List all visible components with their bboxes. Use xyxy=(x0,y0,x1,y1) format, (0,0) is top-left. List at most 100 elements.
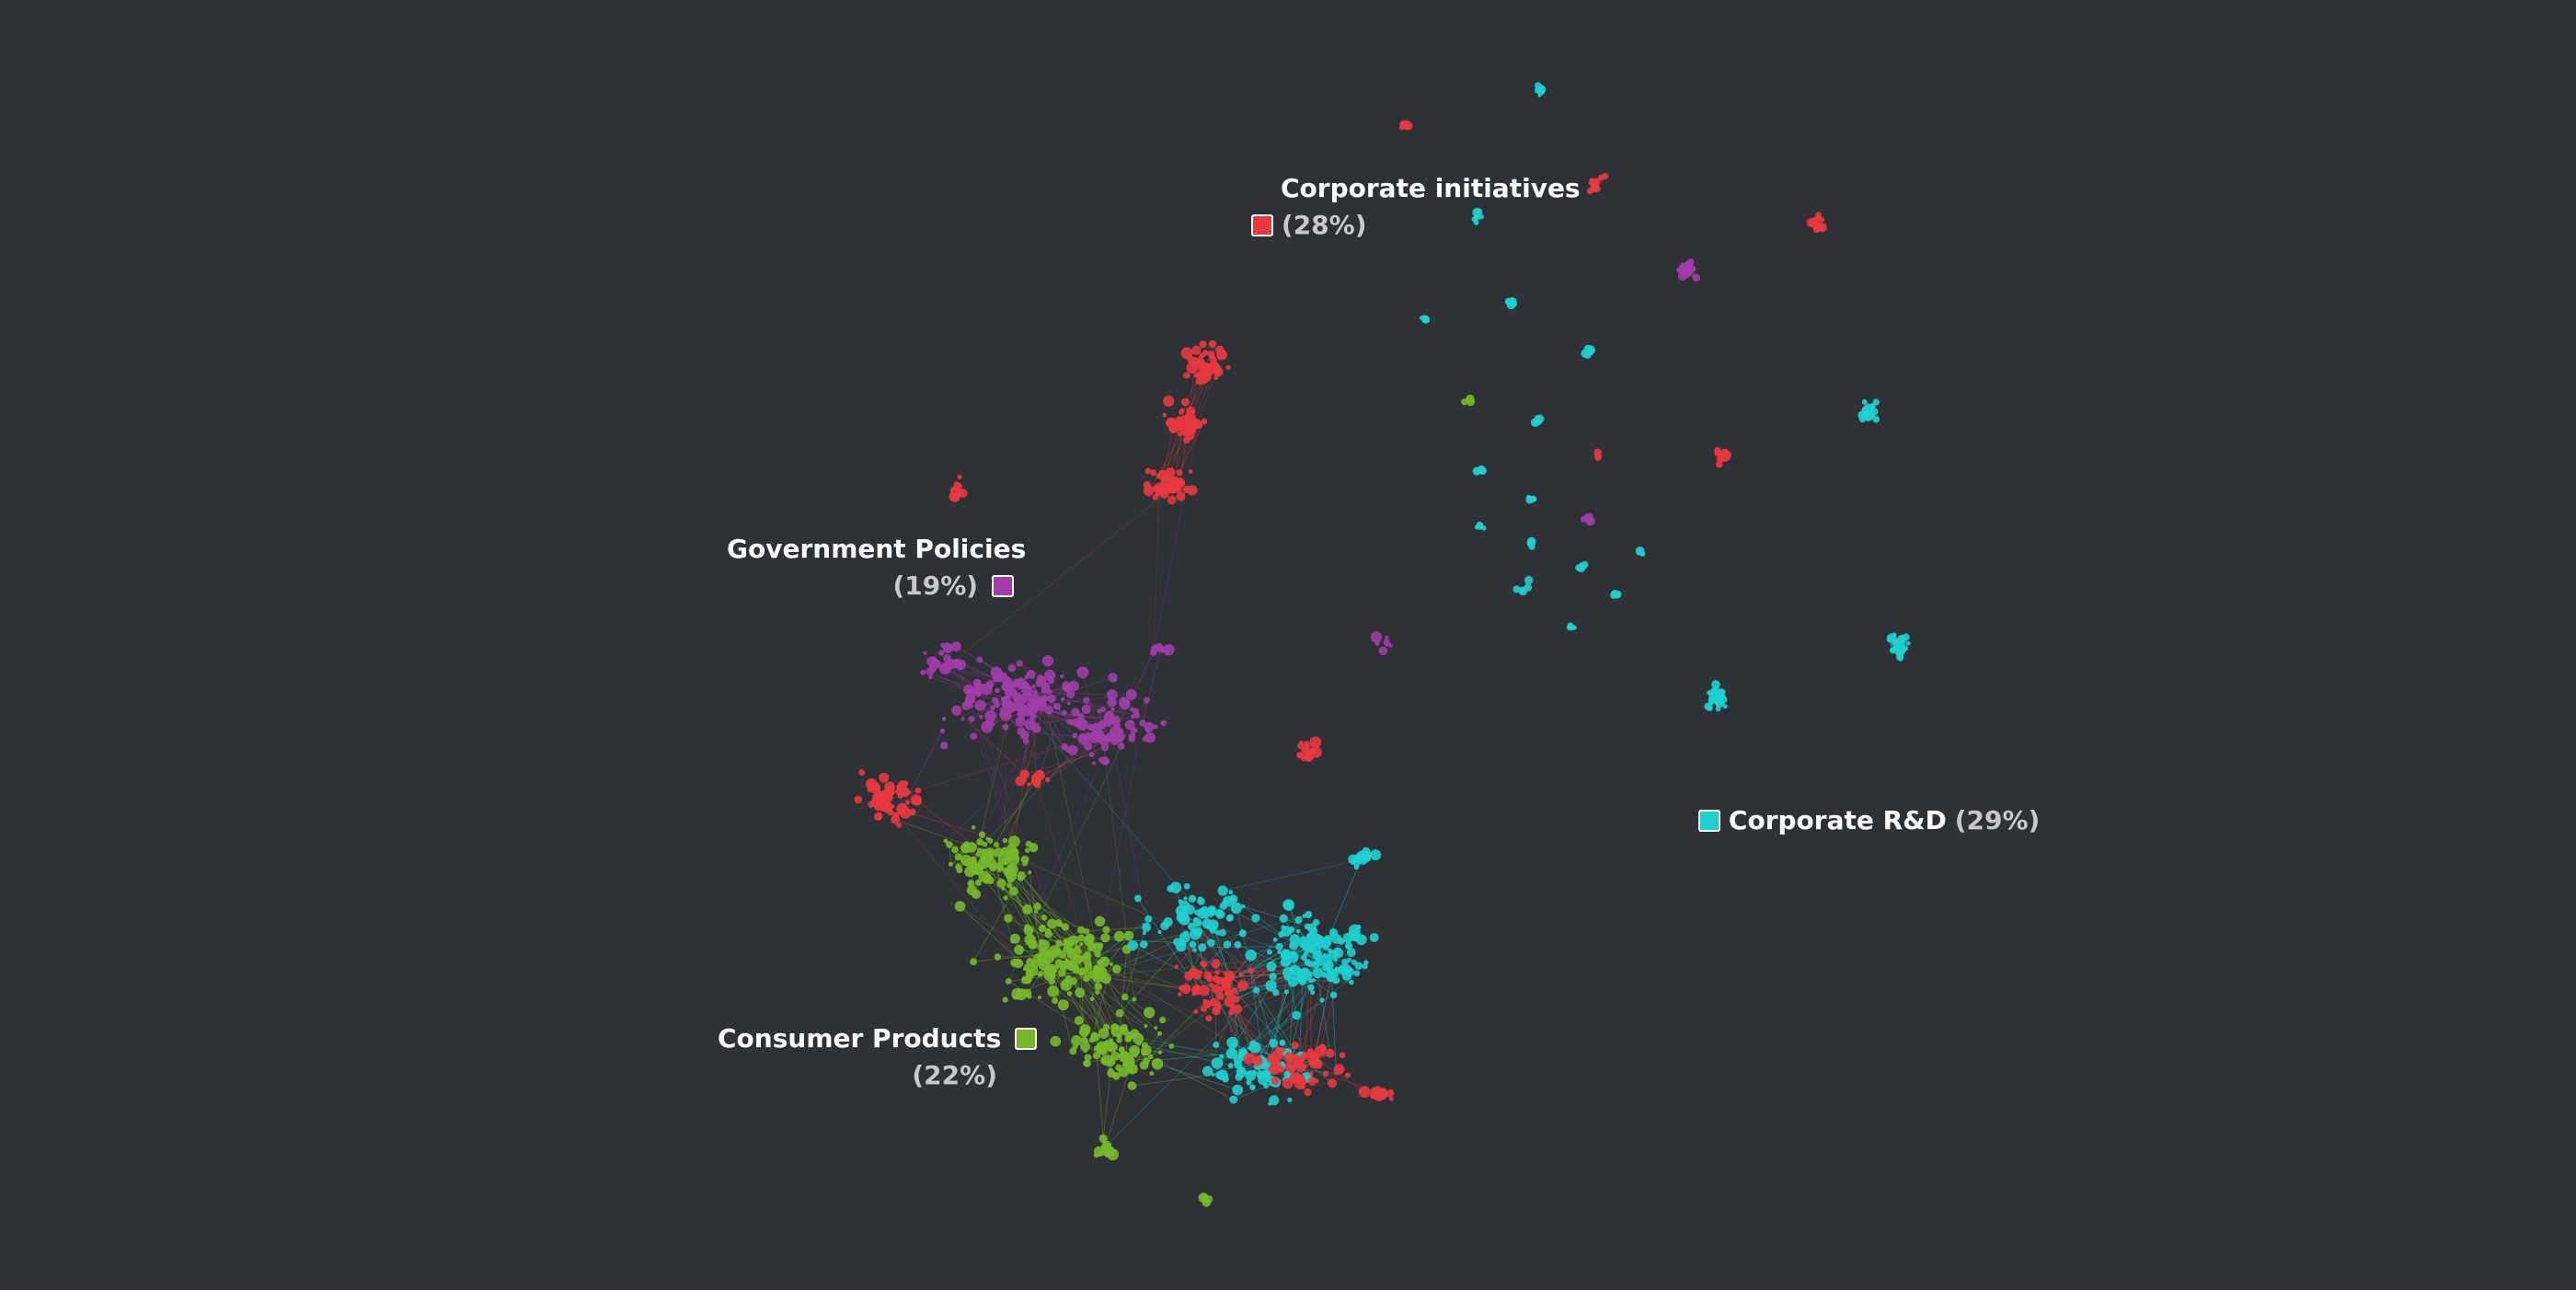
graph-node xyxy=(1019,769,1029,780)
graph-node xyxy=(1072,953,1083,964)
graph-node xyxy=(1016,678,1024,686)
graph-node xyxy=(1058,960,1068,971)
graph-node xyxy=(1199,971,1203,975)
graph-node xyxy=(1015,716,1026,727)
graph-node xyxy=(1115,1008,1124,1018)
graph-node xyxy=(1370,631,1383,643)
graph-node xyxy=(1001,886,1006,891)
graph-node xyxy=(1118,697,1129,708)
graph-node xyxy=(1240,904,1246,909)
graph-node xyxy=(1228,894,1238,904)
graph-edge xyxy=(1183,918,1252,972)
graph-node xyxy=(1374,640,1380,646)
graph-edge xyxy=(1024,754,1092,776)
graph-node xyxy=(1099,706,1107,713)
swatch-government-policies xyxy=(992,575,1014,597)
graph-node xyxy=(1017,875,1024,881)
graph-edge xyxy=(1207,995,1334,1072)
graph-node xyxy=(1008,854,1019,866)
graph-node xyxy=(1385,635,1389,639)
graph-node xyxy=(1083,974,1090,983)
graph-node xyxy=(1095,990,1100,996)
graph-node xyxy=(1003,895,1008,901)
swatch-consumer-products xyxy=(1015,1028,1038,1050)
graph-node xyxy=(1205,1015,1213,1022)
graph-node xyxy=(1199,376,1204,382)
graph-edge xyxy=(1249,970,1265,1066)
graph-node xyxy=(1217,885,1228,896)
graph-node xyxy=(1268,1101,1272,1106)
graph-node xyxy=(1002,723,1009,731)
graph-node xyxy=(1222,979,1228,985)
graph-edge xyxy=(960,905,1172,1047)
graph-node xyxy=(1038,996,1041,999)
graph-edge xyxy=(1179,915,1199,993)
graph-node xyxy=(1270,1058,1282,1070)
graph-node xyxy=(997,868,1002,873)
graph-node xyxy=(1315,954,1327,966)
graph-node xyxy=(1154,1025,1158,1031)
graph-node xyxy=(1809,219,1813,224)
graph-node xyxy=(1312,918,1320,927)
graph-node xyxy=(1289,950,1297,958)
graph-node xyxy=(900,787,910,798)
graph-node xyxy=(1211,984,1221,994)
graph-node xyxy=(1188,894,1197,903)
graph-node xyxy=(1715,460,1723,468)
graph-node xyxy=(1238,972,1244,977)
graph-node xyxy=(1014,944,1024,955)
graph-node xyxy=(1081,704,1091,715)
graph-node xyxy=(1108,673,1118,683)
graph-node xyxy=(1090,1032,1100,1042)
graph-node xyxy=(1180,347,1193,360)
graph-node xyxy=(1017,708,1027,719)
graph-node xyxy=(1219,1054,1225,1059)
graph-node xyxy=(1047,918,1057,929)
graph-edge xyxy=(1132,1074,1213,1087)
graph-node xyxy=(1034,770,1045,781)
graph-node xyxy=(1188,417,1193,423)
graph-node xyxy=(1266,961,1277,972)
graph-node xyxy=(939,728,946,734)
graph-node xyxy=(1179,409,1184,415)
graph-node xyxy=(1110,1051,1121,1061)
graph-node xyxy=(950,641,961,652)
graph-node xyxy=(1076,666,1089,679)
graph-node xyxy=(1149,1071,1155,1077)
graph-node xyxy=(955,659,966,671)
graph-node xyxy=(997,853,1009,865)
graph-node xyxy=(1119,1046,1125,1053)
graph-node xyxy=(1077,712,1085,720)
graph-node xyxy=(944,642,951,649)
graph-node xyxy=(1306,971,1313,976)
graph-node xyxy=(1130,1048,1140,1057)
graph-node xyxy=(1202,1198,1211,1207)
graph-node xyxy=(1246,1079,1252,1086)
graph-node xyxy=(1091,722,1102,733)
graph-node xyxy=(1902,633,1910,641)
graph-node xyxy=(1319,937,1332,949)
graph-node xyxy=(1148,1054,1154,1060)
graph-node xyxy=(995,687,1000,694)
graph-node xyxy=(1472,208,1482,217)
graph-node xyxy=(899,807,912,819)
graph-node xyxy=(1295,1063,1301,1069)
graph-node xyxy=(1179,985,1186,992)
graph-edge xyxy=(944,489,1172,669)
graph-node xyxy=(1039,697,1047,705)
graph-edge xyxy=(1026,966,1107,1028)
graph-edge xyxy=(1236,907,1258,991)
graph-node xyxy=(939,742,949,750)
graph-edge xyxy=(1066,940,1236,1046)
graph-node xyxy=(932,656,937,662)
graph-node xyxy=(1077,934,1086,942)
graph-node xyxy=(1598,174,1604,181)
graph-node xyxy=(1069,977,1077,985)
graph-node xyxy=(1140,940,1148,949)
graph-node xyxy=(990,705,995,711)
graph-node xyxy=(1060,674,1064,679)
graph-node xyxy=(1108,1038,1114,1043)
graph-node xyxy=(938,650,945,656)
graph-edge xyxy=(1024,697,1046,781)
graph-node xyxy=(1083,697,1090,704)
